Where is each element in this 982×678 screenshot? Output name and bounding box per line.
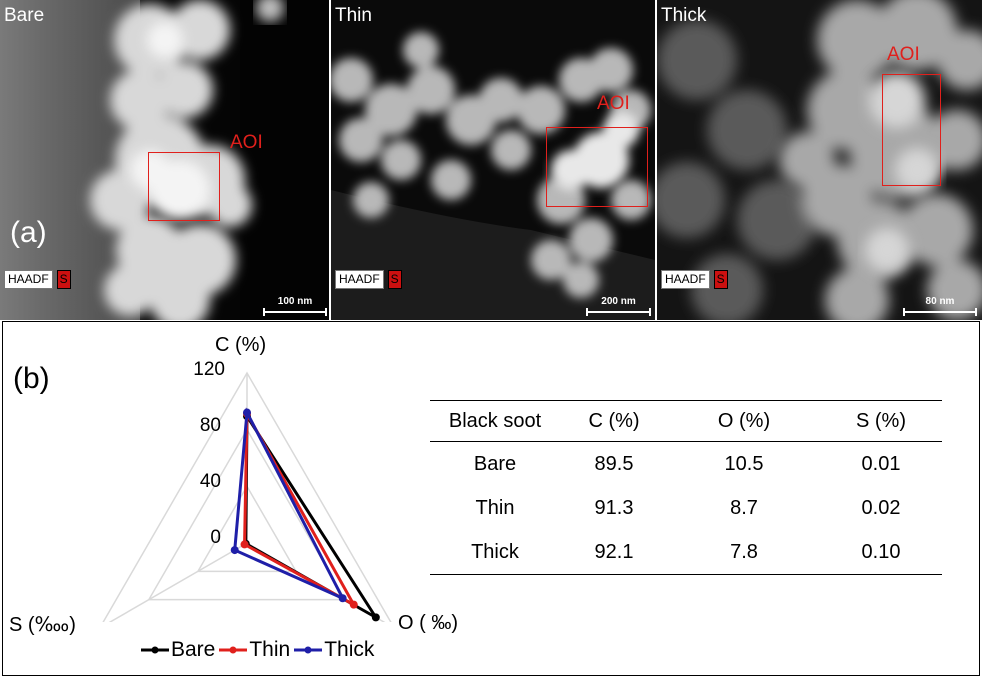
table-cell: Bare <box>473 452 517 475</box>
data-point-thick <box>338 594 347 603</box>
data-point-thin <box>240 540 249 549</box>
data-point-bare <box>371 613 380 622</box>
micrograph-thin: Thin AOI HAADF S 200 nm <box>331 0 655 320</box>
scale-bar-label: 80 nm <box>925 296 955 307</box>
legend-marker-thin <box>219 646 248 654</box>
grid-ring <box>147 428 347 601</box>
aoi-box <box>546 127 648 207</box>
axis-label-c: C (%) <box>215 334 267 356</box>
axis-label-o: O ( ‰) <box>398 612 458 634</box>
table-cell: 0.10 <box>820 530 942 575</box>
legend-label: Thick <box>324 638 375 661</box>
panel-b-label: (b) <box>13 362 50 395</box>
aoi-label: AOI <box>230 132 263 153</box>
haadf-label: HAADF <box>4 270 53 289</box>
tick-label: 80 <box>199 415 221 436</box>
scale-bar-label: 200 nm <box>601 296 636 307</box>
table-header-row: Black soot C (%) O (%) S (%) <box>430 400 942 442</box>
tick-label: 0 <box>210 527 221 548</box>
table-row: Thick 92.1 7.8 0.10 <box>430 530 942 575</box>
legend-marker-bare <box>141 646 169 654</box>
series-line-thin <box>243 408 358 609</box>
haadf-label: HAADF <box>661 270 710 289</box>
grid-spoke <box>108 542 248 622</box>
table-cell: 7.8 <box>668 530 820 575</box>
table-header: C (%) <box>560 400 668 442</box>
image-title: Thin <box>335 5 372 26</box>
table-row: Bare 89.5 10.5 0.01 <box>430 442 942 487</box>
grid-ring <box>102 371 392 622</box>
data-point-thick <box>230 546 239 555</box>
table-row: Thin 91.3 8.7 0.02 <box>430 486 942 530</box>
legend-marker-thick <box>294 646 323 654</box>
haadf-image-thin <box>331 0 655 320</box>
aoi-label: AOI <box>887 44 920 65</box>
table-cell: Thick <box>430 530 560 575</box>
legend-label: Bare <box>171 638 216 661</box>
image-title: Bare <box>4 5 45 26</box>
legend-item-bare: Bare <box>141 638 215 662</box>
series-line-thick <box>233 407 346 602</box>
table-cell: 8.7 <box>730 496 758 519</box>
haadf-image-bare <box>0 0 329 320</box>
haadf-label: HAADF <box>335 270 384 289</box>
scale-bar-label: 100 nm <box>277 296 313 307</box>
aoi-label: AOI <box>597 93 630 114</box>
data-point-thin <box>349 600 358 609</box>
axis-label-s: S (‱) <box>9 614 76 636</box>
table-header: O (%) <box>668 400 820 442</box>
detector-tag: HAADF S <box>4 270 71 289</box>
data-point-thick <box>243 408 251 417</box>
scale-bar: 100 nm <box>263 296 327 316</box>
radar-chart <box>102 371 392 622</box>
detector-tag: HAADF S <box>335 270 402 289</box>
panel-b: (b) C (%) O ( ‰) S (‱) 120 80 40 0 Bare … <box>2 321 980 676</box>
tick-label: 120 <box>193 359 225 380</box>
composition-table: Black soot C (%) O (%) S (%) Bare 89.5 1… <box>430 400 942 575</box>
haadf-image-thick <box>657 0 982 320</box>
table-cell: 92.1 <box>560 530 668 575</box>
scale-bar: 80 nm <box>903 296 977 316</box>
tick-label: 40 <box>199 471 221 492</box>
legend-item-thin: Thin <box>219 638 290 662</box>
legend-item-thick: Thick <box>294 638 374 662</box>
radar-series <box>230 407 380 622</box>
table-cell: Thin <box>475 496 515 519</box>
table-cell: 89.5 <box>594 452 634 475</box>
table-header: S (%) <box>820 400 942 442</box>
element-tag: S <box>713 270 728 289</box>
image-title: Thick <box>661 5 707 26</box>
micrograph-bare: Bare AOI (a) HAADF S 100 nm <box>0 0 329 320</box>
legend-label: Thin <box>249 638 291 661</box>
chart-legend: Bare Thin Thick <box>141 638 378 662</box>
table-cell: 0.01 <box>861 452 901 475</box>
scale-bar: 200 nm <box>586 296 651 316</box>
table-cell: 91.3 <box>594 496 634 519</box>
table-cell: 10.5 <box>724 452 764 475</box>
table-cell: 0.02 <box>861 496 901 519</box>
element-tag: S <box>56 270 71 289</box>
detector-tag: HAADF S <box>661 270 728 289</box>
table-header: Black soot <box>430 400 560 442</box>
panel-a-label: (a) <box>10 216 47 249</box>
aoi-box <box>882 74 941 186</box>
aoi-box <box>148 152 220 221</box>
element-tag: S <box>387 270 402 289</box>
micrograph-thick: Thick AOI HAADF S 80 nm <box>657 0 982 320</box>
grid-ring <box>196 484 298 573</box>
